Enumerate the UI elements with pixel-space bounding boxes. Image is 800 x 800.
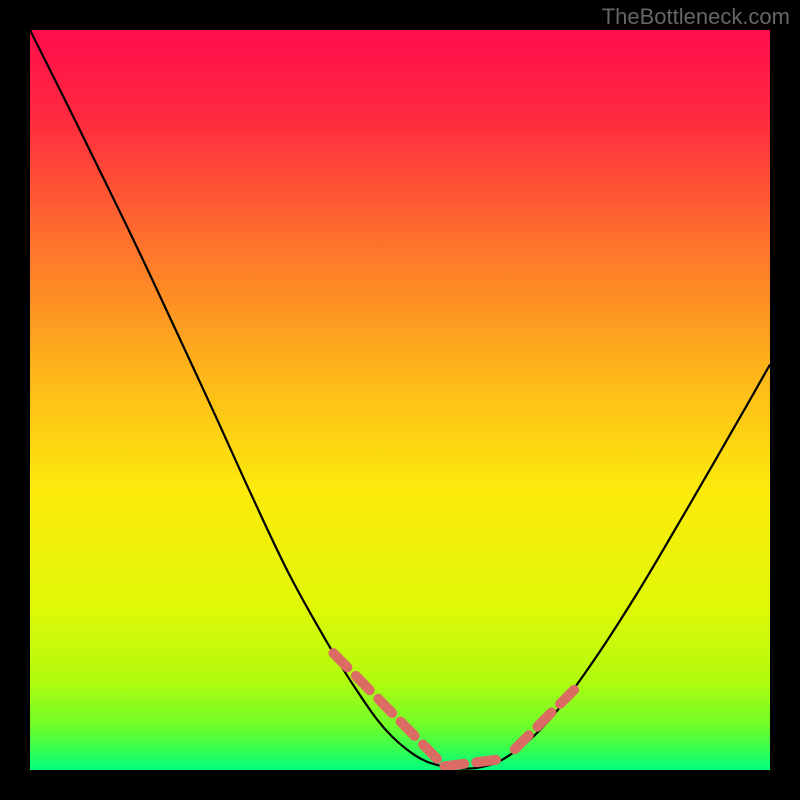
plot-area <box>30 30 770 770</box>
gradient-background <box>30 30 770 770</box>
chart-svg <box>30 30 770 770</box>
watermark-text: TheBottleneck.com <box>602 4 790 30</box>
